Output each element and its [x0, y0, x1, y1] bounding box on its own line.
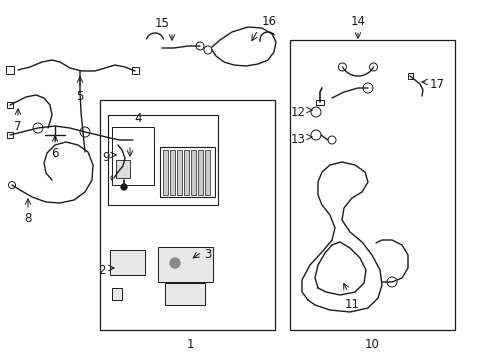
Text: 12: 12	[290, 105, 305, 118]
Bar	[289, 40, 454, 330]
Bar	[112, 127, 154, 185]
Text: 7: 7	[14, 120, 21, 133]
Bar	[132, 67, 139, 74]
Bar	[100, 100, 274, 330]
Bar	[204, 150, 209, 195]
Bar	[130, 137, 136, 143]
Circle shape	[121, 184, 127, 190]
Bar	[158, 247, 213, 282]
Bar	[7, 132, 13, 138]
Text: 5: 5	[76, 90, 83, 103]
Bar	[163, 150, 168, 195]
Bar	[183, 150, 189, 195]
Text: 14: 14	[350, 15, 365, 28]
Text: 16: 16	[262, 15, 276, 28]
Circle shape	[170, 258, 180, 268]
Text: 3: 3	[203, 248, 211, 261]
Text: 10: 10	[364, 338, 379, 351]
Bar	[170, 150, 175, 195]
Text: 9: 9	[102, 150, 110, 163]
Bar	[160, 147, 215, 197]
Text: 4: 4	[134, 112, 142, 125]
Bar	[198, 150, 203, 195]
Bar	[6, 66, 14, 74]
Bar	[116, 160, 130, 178]
Bar	[164, 283, 204, 305]
Bar	[177, 150, 182, 195]
Bar	[315, 100, 324, 105]
Text: 1: 1	[186, 338, 193, 351]
Bar	[407, 73, 412, 79]
Bar	[110, 250, 145, 275]
Text: 15: 15	[154, 17, 169, 30]
Text: 11: 11	[344, 298, 359, 311]
Text: 8: 8	[24, 212, 32, 225]
Bar	[7, 102, 13, 108]
Bar	[112, 288, 122, 300]
Text: 17: 17	[429, 77, 444, 90]
Bar	[108, 115, 218, 205]
Bar	[191, 150, 196, 195]
Text: 13: 13	[290, 132, 305, 145]
Text: 2: 2	[98, 264, 106, 276]
Text: 6: 6	[51, 147, 59, 160]
